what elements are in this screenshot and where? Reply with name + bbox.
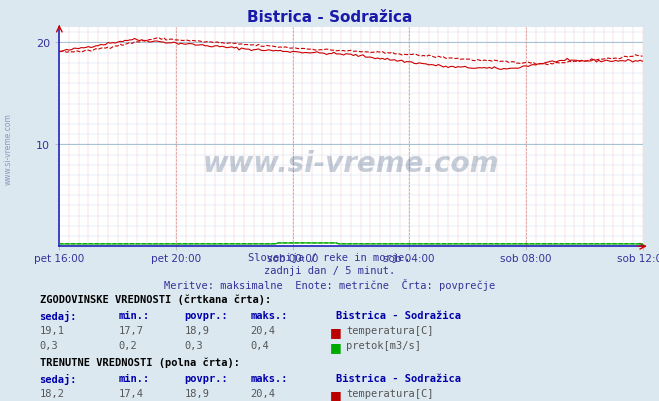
Text: 0,3: 0,3 <box>185 340 203 350</box>
Text: ZGODOVINSKE VREDNOSTI (črtkana črta):: ZGODOVINSKE VREDNOSTI (črtkana črta): <box>40 294 271 304</box>
Text: 18,9: 18,9 <box>185 388 210 398</box>
Text: min.:: min.: <box>119 373 150 383</box>
Text: 18,9: 18,9 <box>185 326 210 336</box>
Text: Bistrica - Sodražica: Bistrica - Sodražica <box>336 310 461 320</box>
Text: 20,4: 20,4 <box>250 326 275 336</box>
Text: min.:: min.: <box>119 310 150 320</box>
Text: 19,1: 19,1 <box>40 326 65 336</box>
Text: Bistrica - Sodražica: Bistrica - Sodražica <box>247 10 412 25</box>
Text: 17,7: 17,7 <box>119 326 144 336</box>
Text: sedaj:: sedaj: <box>40 310 77 321</box>
Text: 0,3: 0,3 <box>40 340 58 350</box>
Text: ■: ■ <box>330 388 341 401</box>
Text: sedaj:: sedaj: <box>40 373 77 384</box>
Text: www.si-vreme.com: www.si-vreme.com <box>3 113 13 184</box>
Text: Meritve: maksimalne  Enote: metrične  Črta: povprečje: Meritve: maksimalne Enote: metrične Črta… <box>164 278 495 290</box>
Text: maks.:: maks.: <box>250 310 288 320</box>
Text: 0,2: 0,2 <box>119 340 137 350</box>
Text: temperatura[C]: temperatura[C] <box>346 388 434 398</box>
Text: 18,2: 18,2 <box>40 388 65 398</box>
Text: Bistrica - Sodražica: Bistrica - Sodražica <box>336 373 461 383</box>
Text: ■: ■ <box>330 340 341 353</box>
Text: www.si-vreme.com: www.si-vreme.com <box>203 150 499 178</box>
Text: povpr.:: povpr.: <box>185 310 228 320</box>
Text: povpr.:: povpr.: <box>185 373 228 383</box>
Text: 0,4: 0,4 <box>250 340 269 350</box>
Text: 20,4: 20,4 <box>250 388 275 398</box>
Text: pretok[m3/s]: pretok[m3/s] <box>346 340 421 350</box>
Text: TRENUTNE VREDNOSTI (polna črta):: TRENUTNE VREDNOSTI (polna črta): <box>40 357 239 367</box>
Text: 17,4: 17,4 <box>119 388 144 398</box>
Text: zadnji dan / 5 minut.: zadnji dan / 5 minut. <box>264 265 395 275</box>
Text: temperatura[C]: temperatura[C] <box>346 326 434 336</box>
Text: Slovenija / reke in morje.: Slovenija / reke in morje. <box>248 253 411 263</box>
Text: ■: ■ <box>330 326 341 338</box>
Text: maks.:: maks.: <box>250 373 288 383</box>
